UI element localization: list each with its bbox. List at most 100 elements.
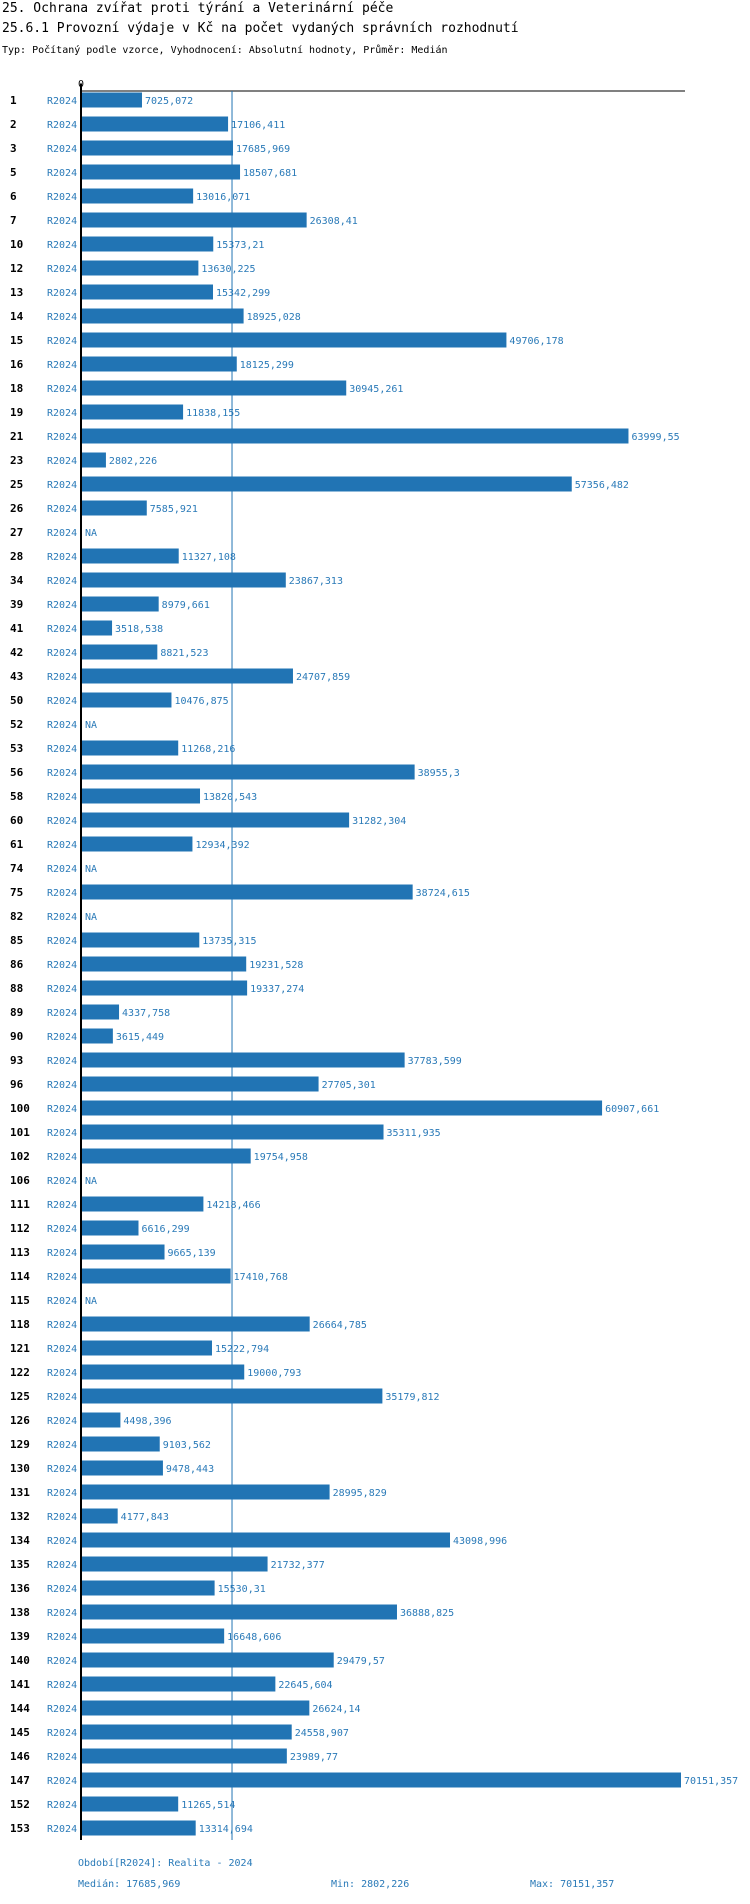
- bar-value-label: 38724,615: [416, 888, 470, 899]
- bar: [82, 92, 142, 108]
- bar-value-label: 63999,55: [631, 432, 679, 443]
- bar: [82, 1196, 204, 1212]
- row-id-label: 58: [10, 790, 23, 803]
- row-id-label: 43: [10, 670, 23, 683]
- bar: [82, 140, 234, 156]
- footer-period-note: Období[R2024]: Realita - 2024: [78, 1858, 253, 1869]
- row-id-label: 125: [10, 1390, 30, 1403]
- row-period-label: R2024: [47, 144, 77, 155]
- bar-value-label: 19337,274: [250, 984, 304, 995]
- bar: [82, 428, 629, 444]
- bar-value-label: NA: [85, 720, 97, 731]
- row-id-label: 25: [10, 478, 23, 491]
- bar-value-label: 10476,875: [174, 696, 228, 707]
- bar-value-label: 26308,41: [310, 216, 358, 227]
- row-period-label: R2024: [47, 1152, 77, 1163]
- bar-value-label: 17410,768: [234, 1272, 288, 1283]
- bar-value-label: 9478,443: [166, 1464, 214, 1475]
- bar-value-label: 6616,299: [141, 1224, 189, 1235]
- row-id-label: 1: [10, 94, 17, 107]
- row-period-label: R2024: [47, 528, 77, 539]
- footer-median: Medián: 17685,969: [78, 1879, 181, 1890]
- row-period-label: R2024: [47, 1512, 77, 1523]
- bar: [82, 596, 159, 612]
- row-id-label: 131: [10, 1486, 30, 1499]
- bar: [82, 884, 413, 900]
- row-id-label: 111: [10, 1198, 30, 1211]
- bar-value-label: 24707,859: [296, 672, 350, 683]
- bar: [82, 836, 193, 852]
- bar: [82, 1508, 118, 1524]
- footer-max: Max: 70151,357: [530, 1879, 615, 1890]
- row-period-label: R2024: [47, 696, 77, 707]
- row-period-label: R2024: [47, 168, 77, 179]
- bar-value-label: 8979,661: [162, 600, 210, 611]
- bar-value-label: 16648,606: [227, 1632, 281, 1643]
- row-period-label: R2024: [47, 96, 77, 107]
- row-period-label: R2024: [47, 1128, 77, 1139]
- row-id-label: 5: [10, 166, 17, 179]
- bar: [82, 1412, 121, 1428]
- row-id-label: 147: [10, 1774, 30, 1787]
- row-period-label: R2024: [47, 1368, 77, 1379]
- row-period-label: R2024: [47, 1584, 77, 1595]
- bar: [82, 644, 158, 660]
- bar-value-label: 23989,77: [290, 1752, 338, 1763]
- row-period-label: R2024: [47, 768, 77, 779]
- bar-value-label: 37783,599: [408, 1056, 462, 1067]
- chart-title: 25. Ochrana zvířat proti týrání a Veteri…: [2, 1, 394, 16]
- row-id-label: 136: [10, 1582, 30, 1595]
- bar: [82, 1484, 330, 1500]
- footer-min: Min: 2802,226: [331, 1879, 410, 1890]
- bar-value-label: 15342,299: [216, 288, 270, 299]
- row-id-label: 85: [10, 934, 23, 947]
- bar-value-label: 17685,969: [236, 144, 290, 155]
- bar-value-label: 49706,178: [509, 336, 563, 347]
- bar-value-label: 17106,411: [231, 120, 285, 131]
- bar: [82, 284, 214, 300]
- row-id-label: 53: [10, 742, 23, 755]
- bar: [82, 1724, 292, 1740]
- row-id-label: 118: [10, 1318, 30, 1331]
- chart-subtitle-indicator: 25.6.1 Provozní výdaje v Kč na počet vyd…: [2, 21, 519, 36]
- row-id-label: 10: [10, 238, 23, 251]
- row-period-label: R2024: [47, 456, 77, 467]
- bar: [82, 1700, 310, 1716]
- bar: [82, 980, 248, 996]
- bar-value-label: 8821,523: [160, 648, 208, 659]
- bar-value-label: 13735,315: [202, 936, 256, 947]
- bar: [82, 1100, 603, 1116]
- row-id-label: 75: [10, 886, 23, 899]
- bar-value-label: 35179,812: [385, 1392, 439, 1403]
- bar-value-label: 2802,226: [109, 456, 157, 467]
- row-period-label: R2024: [47, 936, 77, 947]
- bar-value-label: 27705,301: [322, 1080, 376, 1091]
- row-period-label: R2024: [47, 984, 77, 995]
- row-id-label: 130: [10, 1462, 30, 1475]
- row-period-label: R2024: [47, 888, 77, 899]
- row-id-label: 96: [10, 1078, 24, 1091]
- bar: [82, 380, 347, 396]
- bar: [82, 1556, 268, 1572]
- row-id-label: 138: [10, 1606, 30, 1619]
- bar-value-label: 4177,843: [121, 1512, 169, 1523]
- row-id-label: 93: [10, 1054, 23, 1067]
- row-period-label: R2024: [47, 360, 77, 371]
- row-period-label: R2024: [47, 1608, 77, 1619]
- row-period-label: R2024: [47, 1464, 77, 1475]
- row-period-label: R2024: [47, 864, 77, 875]
- row-id-label: 28: [10, 550, 23, 563]
- row-period-label: R2024: [47, 1560, 77, 1571]
- row-id-label: 144: [10, 1702, 30, 1715]
- bar: [82, 260, 199, 276]
- bar-value-label: 3518,538: [115, 624, 163, 635]
- row-period-label: R2024: [47, 1416, 77, 1427]
- row-id-label: 34: [10, 574, 24, 587]
- bar-value-label: 30945,261: [349, 384, 403, 395]
- bar-value-label: 31282,304: [352, 816, 406, 827]
- row-period-label: R2024: [47, 1008, 77, 1019]
- row-period-label: R2024: [47, 744, 77, 755]
- bar-value-label: 4498,396: [123, 1416, 171, 1427]
- bar: [82, 956, 247, 972]
